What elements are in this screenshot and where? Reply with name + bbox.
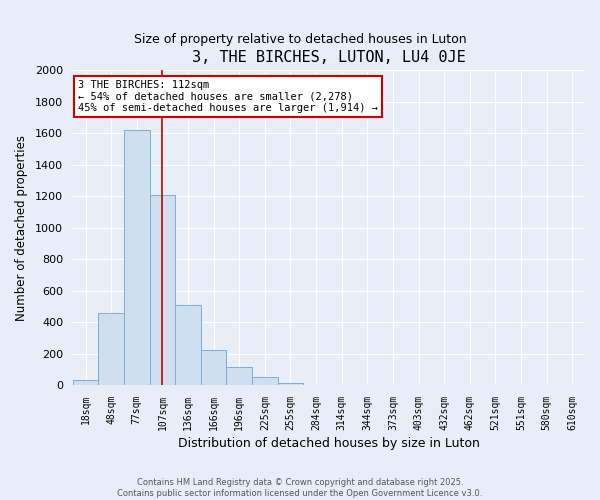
Text: 3 THE BIRCHES: 112sqm
← 54% of detached houses are smaller (2,278)
45% of semi-d: 3 THE BIRCHES: 112sqm ← 54% of detached … [78,80,378,113]
Bar [175,305,201,385]
Bar [124,130,149,385]
Bar [98,312,124,385]
Bar [278,382,303,385]
Bar [252,377,278,385]
Bar [73,380,98,385]
Y-axis label: Number of detached properties: Number of detached properties [15,134,28,320]
Text: Contains HM Land Registry data © Crown copyright and database right 2025.
Contai: Contains HM Land Registry data © Crown c… [118,478,482,498]
Text: Size of property relative to detached houses in Luton: Size of property relative to detached ho… [134,32,466,46]
X-axis label: Distribution of detached houses by size in Luton: Distribution of detached houses by size … [178,437,480,450]
Bar [201,350,226,385]
Bar [149,194,175,385]
Bar [226,367,252,385]
Title: 3, THE BIRCHES, LUTON, LU4 0JE: 3, THE BIRCHES, LUTON, LU4 0JE [192,50,466,65]
